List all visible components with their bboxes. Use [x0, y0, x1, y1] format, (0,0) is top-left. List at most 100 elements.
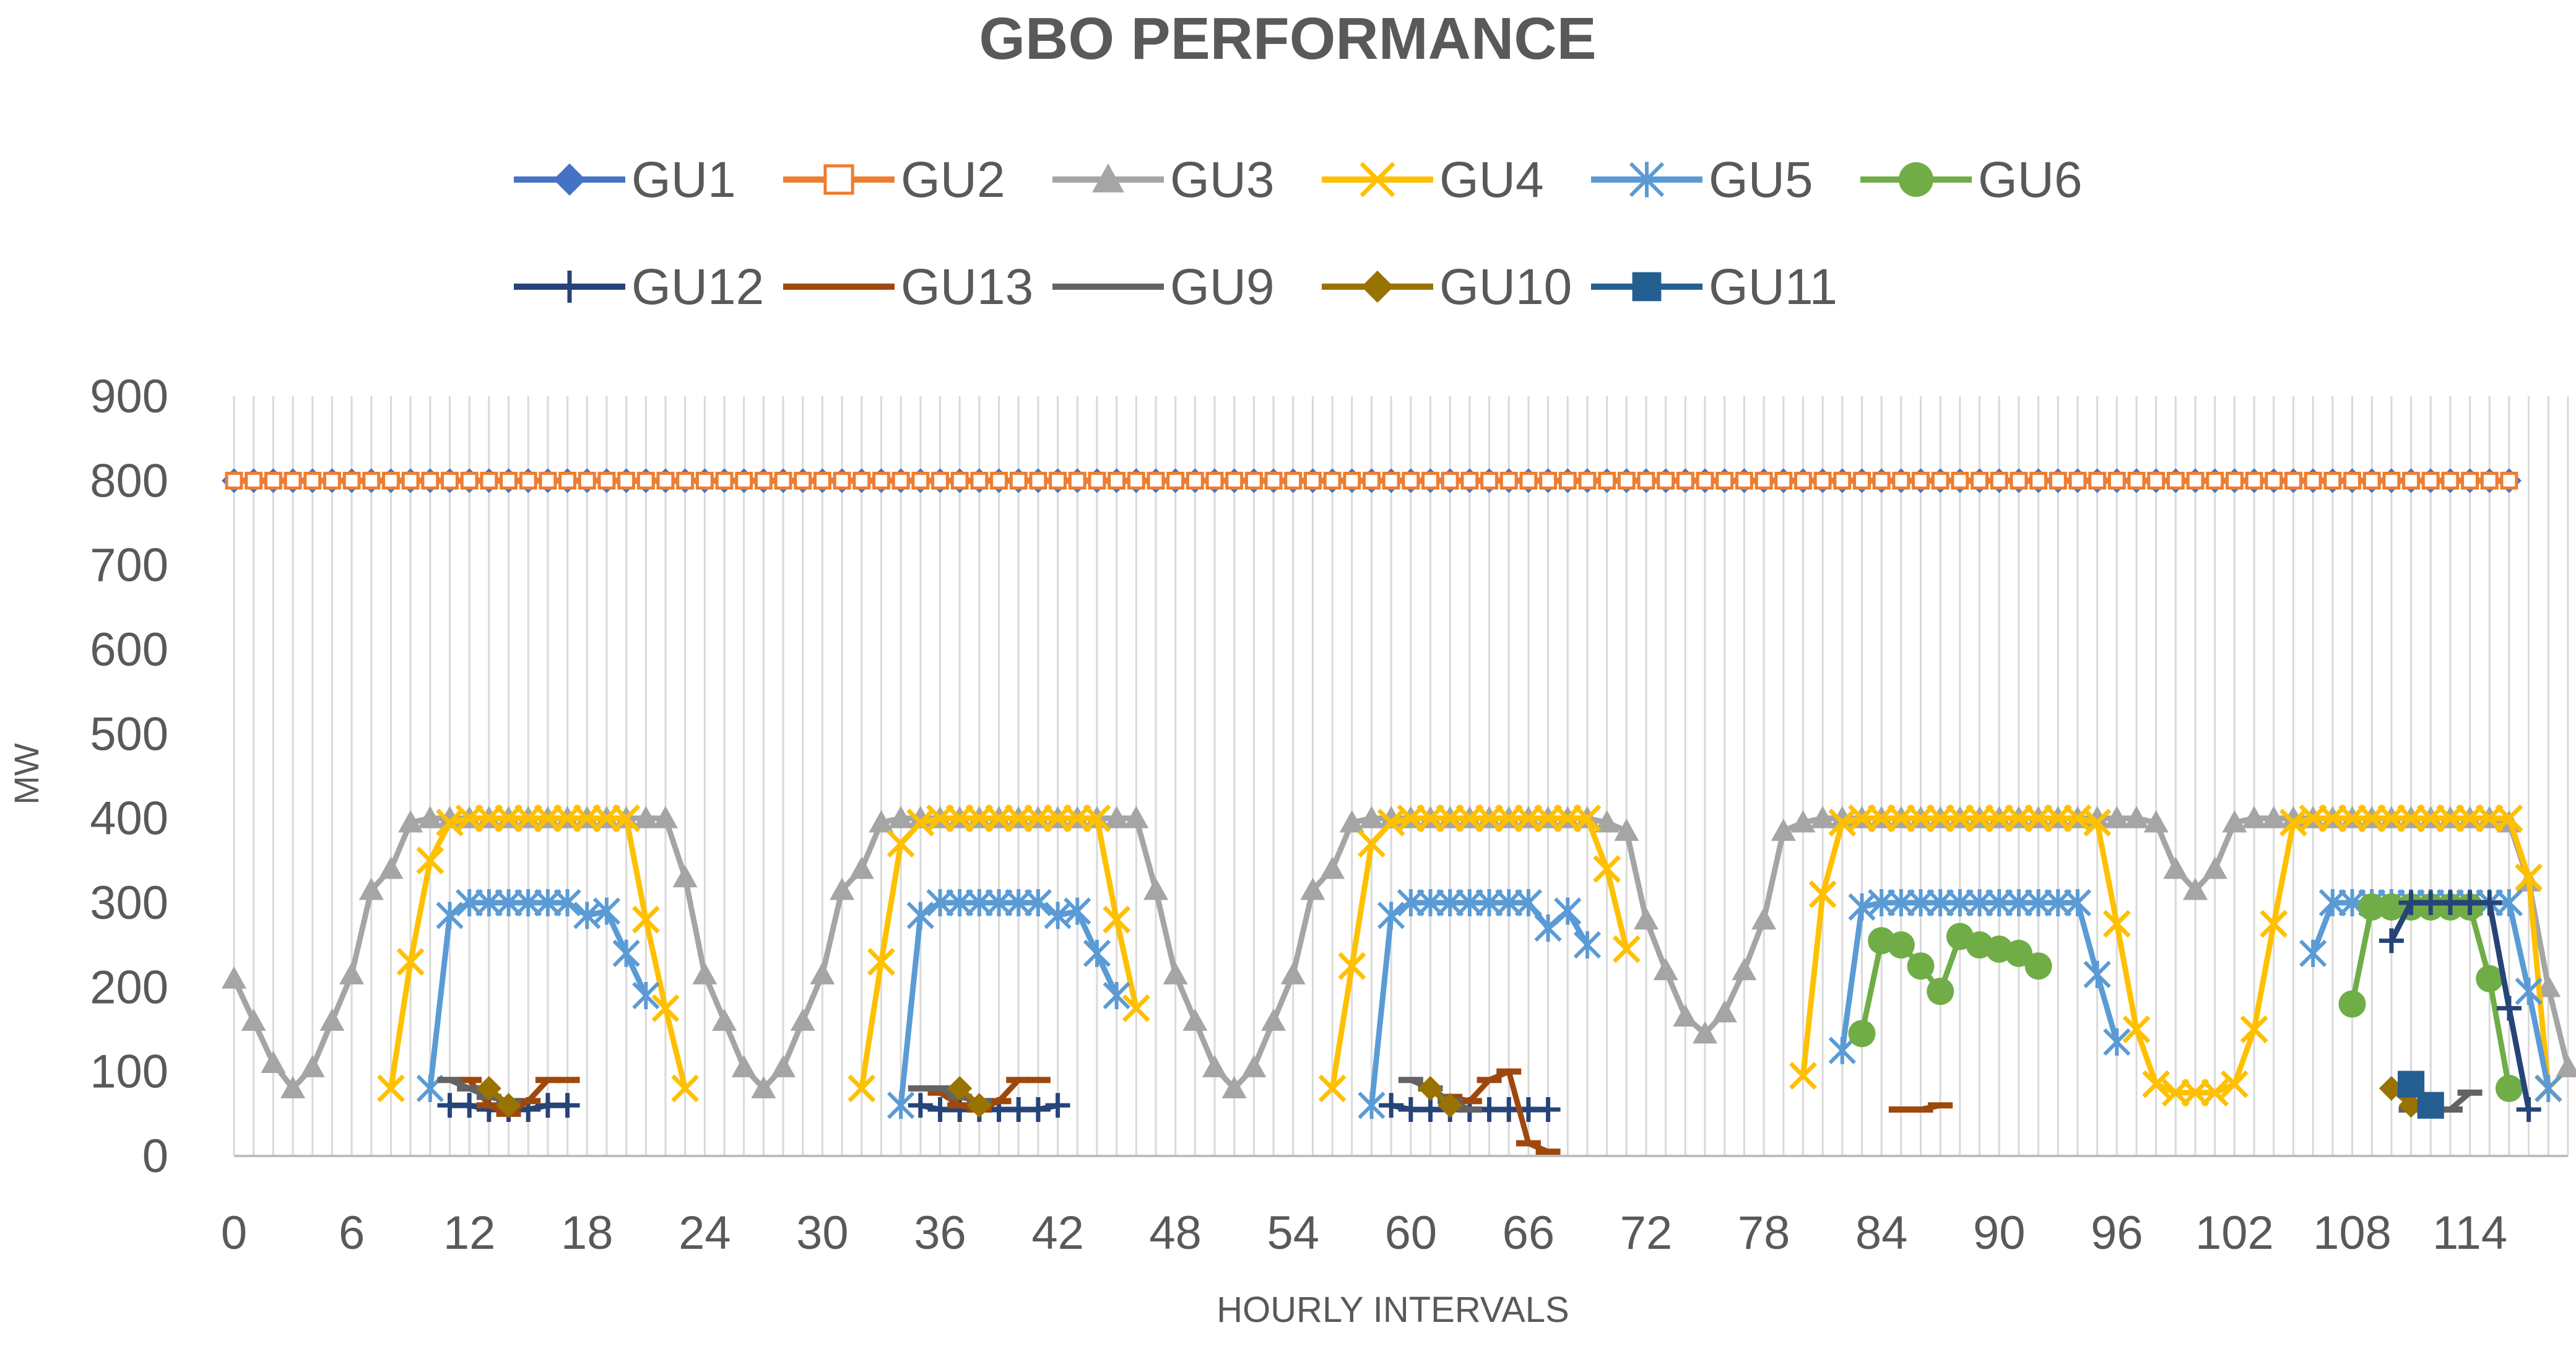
y-tick-label: 400: [90, 793, 168, 845]
data-point-gu2: [441, 471, 459, 490]
data-point-gu5: [1436, 888, 1464, 917]
data-point-gu2: [597, 471, 616, 490]
data-point-gu2: [1304, 471, 1322, 490]
x-tick-label: 66: [1503, 1207, 1555, 1259]
data-point-gu2: [950, 471, 969, 490]
legend-item-gu4: GU4: [1322, 152, 1544, 208]
series-gu10: [476, 1075, 2424, 1118]
data-point-gu5: [2024, 888, 2052, 917]
data-point-gu12: [1379, 1093, 1404, 1118]
legend-item-gu1: GU1: [514, 152, 736, 208]
legend-label: GU10: [1439, 259, 1572, 315]
data-point-gu2: [2382, 471, 2401, 490]
data-point-gu2: [2186, 471, 2205, 490]
data-point-gu2: [1637, 471, 1655, 490]
data-point-gu2: [2500, 471, 2518, 490]
x-axis-ticks: 0 6 12 18 24 30 36 42 48 54 60 66 72 78 84 90 96 102 108 11…: [221, 1207, 2507, 1259]
data-point-gu2: [1244, 471, 1263, 490]
data-point-gu4: [1436, 804, 1464, 833]
data-point-gu5: [456, 888, 484, 917]
data-point-gu2: [1735, 471, 1753, 490]
data-point-gu4: [534, 804, 562, 833]
data-point-gu3: [1359, 806, 1384, 828]
data-point-gu3: [2163, 856, 2188, 879]
data-point-gu2: [1519, 471, 1538, 490]
data-point-gu4: [1122, 994, 1150, 1022]
data-point-gu2: [1931, 471, 1949, 490]
x-tick-label: 0: [221, 1207, 247, 1259]
data-point-gu5: [1985, 888, 2013, 917]
data-point-gu10: [1418, 1075, 1443, 1101]
data-point-gu2: [284, 471, 302, 490]
data-point-gu2: [539, 471, 557, 490]
data-point-gu5: [1416, 888, 1444, 917]
legend: GU1 GU2 GU3 GU4 GU5 GU6 GU12 GU13 GU9 GU10 GU11: [514, 152, 2083, 315]
data-point-gu10: [496, 1093, 521, 1118]
data-point-gu3: [888, 806, 914, 828]
data-point-gu2: [1343, 471, 1361, 490]
data-point-gu5: [1828, 1036, 1856, 1064]
data-point-gu2: [676, 471, 695, 490]
data-point-gu6: [2024, 952, 2052, 980]
data-point-gu4: [2024, 804, 2053, 833]
data-point-gu3: [1202, 1054, 1228, 1077]
data-point-gu4: [867, 947, 895, 976]
legend-item-gu12: GU12: [514, 259, 764, 315]
data-point-gu3: [417, 806, 443, 828]
data-point-gu4: [2456, 804, 2484, 833]
data-point-gu2: [872, 471, 890, 490]
data-point-gu2: [1872, 471, 1891, 490]
data-point-gu5: [2515, 978, 2543, 1006]
data-point-gu4: [2357, 804, 2386, 833]
data-point-gu4: [1789, 1062, 1817, 1090]
data-point-gu3: [2242, 806, 2267, 828]
data-point-gu5: [2083, 960, 2111, 989]
data-point-gu2: [382, 471, 400, 490]
data-point-gu3: [2124, 806, 2149, 828]
data-point-gu2: [617, 471, 636, 490]
legend-swatch-marker: [1632, 272, 1662, 302]
data-point-gu3: [319, 1008, 345, 1031]
data-point-gu5: [1946, 888, 1974, 917]
data-point-gu2: [1813, 471, 1832, 490]
legend-label: GU1: [631, 152, 736, 208]
data-point-gu4: [2240, 1015, 2268, 1043]
legend-label: GU5: [1709, 152, 1813, 208]
data-point-gu2: [2107, 471, 2126, 490]
data-point-gu2: [1382, 471, 1400, 490]
data-point-gu2: [794, 471, 812, 490]
data-point-gu2: [1892, 471, 1910, 490]
data-point-gu5: [2063, 888, 2092, 917]
data-point-gu2: [715, 471, 734, 490]
data-point-gu2: [2029, 471, 2048, 490]
data-point-gu2: [2127, 471, 2146, 490]
data-point-gu6: [2495, 1074, 2523, 1102]
data-point-gu2: [1480, 471, 1498, 490]
data-point-gu2: [1205, 471, 1224, 490]
data-point-gu5: [1573, 931, 1602, 959]
data-point-gu4: [2318, 804, 2347, 833]
data-point-gu4: [1397, 804, 1425, 833]
data-point-gu5: [985, 888, 1013, 917]
data-point-gu2: [2323, 471, 2342, 490]
data-point-gu3: [692, 962, 718, 984]
data-point-gu4: [514, 804, 542, 833]
data-point-gu4: [631, 905, 660, 934]
y-tick-label: 700: [90, 539, 168, 592]
data-point-gu2: [990, 471, 1008, 490]
series-line-gu3: [231, 815, 2571, 1092]
legend-swatch-marker: [1629, 162, 1665, 198]
data-point-gu4: [945, 804, 974, 833]
data-point-gu2: [695, 471, 714, 490]
data-point-gu5: [965, 888, 993, 917]
data-point-gu2: [1284, 471, 1303, 490]
series-gu2: [225, 471, 2518, 490]
data-point-gu2: [1715, 471, 1734, 490]
data-point-gu6: [2358, 893, 2386, 921]
data-point-gu2: [656, 471, 675, 490]
data-point-gu4: [475, 804, 503, 833]
data-point-gu3: [1241, 1054, 1267, 1077]
data-point-gu2: [891, 471, 910, 490]
data-point-gu2: [754, 471, 773, 490]
y-tick-label: 100: [90, 1046, 168, 1098]
